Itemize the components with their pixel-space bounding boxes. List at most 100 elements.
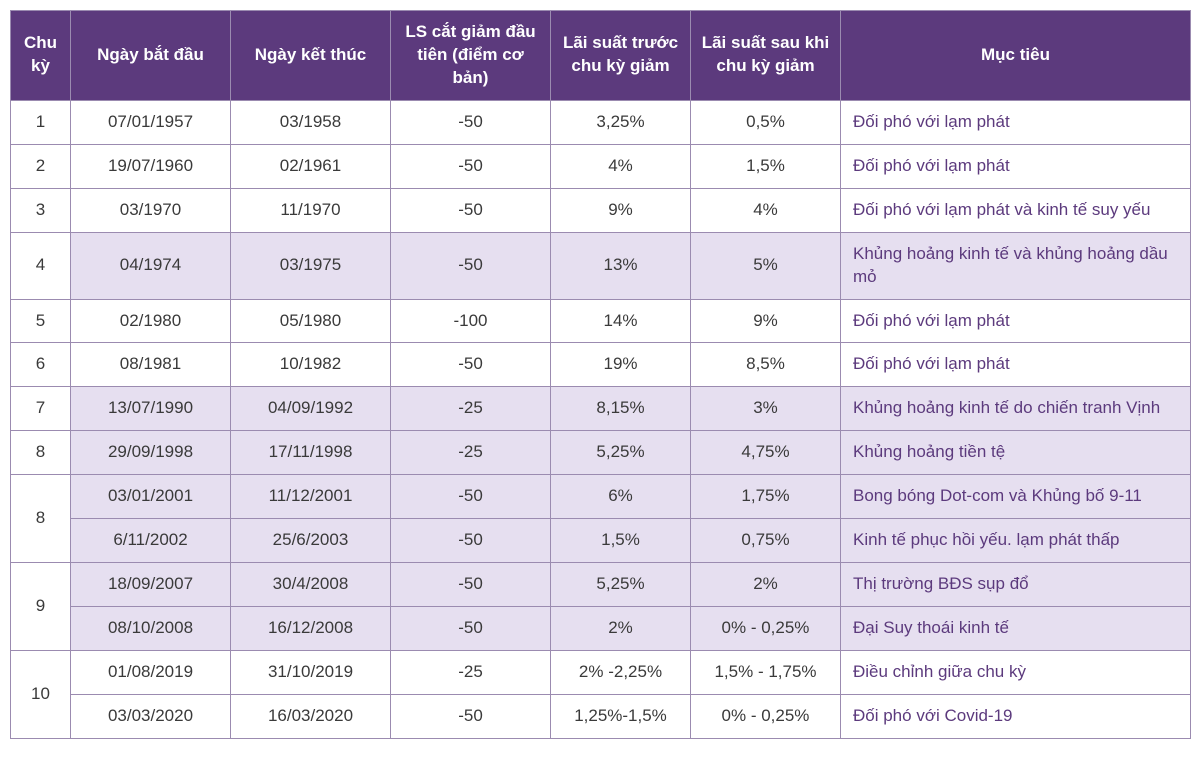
table-row: 03/03/202016/03/2020-501,25%-1,5%0% - 0,… xyxy=(11,694,1191,738)
cell-end: 11/12/2001 xyxy=(231,475,391,519)
cell-cut: -50 xyxy=(391,232,551,299)
cell-after: 0% - 0,25% xyxy=(691,607,841,651)
table-row: 08/10/200816/12/2008-502%0% - 0,25%Đại S… xyxy=(11,607,1191,651)
cell-end: 17/11/1998 xyxy=(231,431,391,475)
cell-goal: Đối phó với lạm phát xyxy=(841,144,1191,188)
cell-end: 31/10/2019 xyxy=(231,651,391,695)
cell-cut: -50 xyxy=(391,563,551,607)
cell-cut: -25 xyxy=(391,387,551,431)
cell-before: 1,25%-1,5% xyxy=(551,694,691,738)
cell-cut: -50 xyxy=(391,343,551,387)
cell-cut: -50 xyxy=(391,100,551,144)
cell-cycle: 3 xyxy=(11,188,71,232)
cell-before: 9% xyxy=(551,188,691,232)
cell-after: 8,5% xyxy=(691,343,841,387)
cell-goal: Thị trường BĐS sụp đổ xyxy=(841,563,1191,607)
cell-before: 14% xyxy=(551,299,691,343)
cell-before: 13% xyxy=(551,232,691,299)
cell-cycle: 6 xyxy=(11,343,71,387)
table-row: 608/198110/1982-5019%8,5%Đối phó với lạm… xyxy=(11,343,1191,387)
col-header-1: Ngày bắt đầu xyxy=(71,11,231,101)
table-row: 404/197403/1975-5013%5%Khủng hoảng kinh … xyxy=(11,232,1191,299)
col-header-4: Lãi suất trước chu kỳ giảm xyxy=(551,11,691,101)
cell-before: 3,25% xyxy=(551,100,691,144)
cell-cut: -50 xyxy=(391,607,551,651)
cell-goal: Đối phó với lạm phát xyxy=(841,343,1191,387)
cell-goal: Đối phó với lạm phát xyxy=(841,299,1191,343)
cell-goal: Đại Suy thoái kinh tế xyxy=(841,607,1191,651)
cell-end: 25/6/2003 xyxy=(231,519,391,563)
cell-start: 13/07/1990 xyxy=(71,387,231,431)
cell-end: 16/03/2020 xyxy=(231,694,391,738)
cell-cycle: 1 xyxy=(11,100,71,144)
cell-before: 6% xyxy=(551,475,691,519)
cell-start: 6/11/2002 xyxy=(71,519,231,563)
cell-before: 2% -2,25% xyxy=(551,651,691,695)
col-header-6: Mục tiêu xyxy=(841,11,1191,101)
cell-cut: -50 xyxy=(391,144,551,188)
cell-end: 30/4/2008 xyxy=(231,563,391,607)
table-body: 107/01/195703/1958-503,25%0,5%Đối phó vớ… xyxy=(11,100,1191,738)
cell-before: 1,5% xyxy=(551,519,691,563)
cell-end: 02/1961 xyxy=(231,144,391,188)
cell-cut: -50 xyxy=(391,519,551,563)
cell-start: 07/01/1957 xyxy=(71,100,231,144)
table-head: Chu kỳNgày bắt đầuNgày kết thúcLS cắt gi… xyxy=(11,11,1191,101)
cell-before: 4% xyxy=(551,144,691,188)
rate-cycles-table: Chu kỳNgày bắt đầuNgày kết thúcLS cắt gi… xyxy=(10,10,1191,739)
cell-end: 11/1970 xyxy=(231,188,391,232)
cell-end: 03/1958 xyxy=(231,100,391,144)
cell-before: 2% xyxy=(551,607,691,651)
cell-goal: Bong bóng Dot-com và Khủng bố 9-11 xyxy=(841,475,1191,519)
col-header-0: Chu kỳ xyxy=(11,11,71,101)
cell-cycle: 8 xyxy=(11,475,71,563)
cell-after: 2% xyxy=(691,563,841,607)
cell-before: 8,15% xyxy=(551,387,691,431)
cell-start: 04/1974 xyxy=(71,232,231,299)
table-row: 6/11/200225/6/2003-501,5%0,75%Kinh tế ph… xyxy=(11,519,1191,563)
cell-after: 1,75% xyxy=(691,475,841,519)
cell-start: 08/1981 xyxy=(71,343,231,387)
cell-before: 19% xyxy=(551,343,691,387)
cell-goal: Đối phó với Covid-19 xyxy=(841,694,1191,738)
cell-end: 05/1980 xyxy=(231,299,391,343)
cell-end: 10/1982 xyxy=(231,343,391,387)
cell-end: 03/1975 xyxy=(231,232,391,299)
cell-after: 0,5% xyxy=(691,100,841,144)
cell-start: 02/1980 xyxy=(71,299,231,343)
cell-cut: -25 xyxy=(391,651,551,695)
cell-cut: -50 xyxy=(391,694,551,738)
cell-start: 18/09/2007 xyxy=(71,563,231,607)
cell-cycle: 10 xyxy=(11,651,71,739)
cell-cut: -50 xyxy=(391,188,551,232)
cell-cycle: 9 xyxy=(11,563,71,651)
cell-start: 08/10/2008 xyxy=(71,607,231,651)
cell-goal: Khủng hoảng kinh tế và khủng hoảng dầu m… xyxy=(841,232,1191,299)
table-row: 107/01/195703/1958-503,25%0,5%Đối phó vớ… xyxy=(11,100,1191,144)
cell-before: 5,25% xyxy=(551,563,691,607)
table-row: 918/09/200730/4/2008-505,25%2%Thị trường… xyxy=(11,563,1191,607)
table-row: 1001/08/201931/10/2019-252% -2,25%1,5% -… xyxy=(11,651,1191,695)
cell-cut: -100 xyxy=(391,299,551,343)
cell-goal: Điều chỉnh giữa chu kỳ xyxy=(841,651,1191,695)
col-header-3: LS cắt giảm đầu tiên (điểm cơ bản) xyxy=(391,11,551,101)
cell-start: 03/03/2020 xyxy=(71,694,231,738)
header-row: Chu kỳNgày bắt đầuNgày kết thúcLS cắt gi… xyxy=(11,11,1191,101)
cell-start: 29/09/1998 xyxy=(71,431,231,475)
cell-after: 4,75% xyxy=(691,431,841,475)
cell-cut: -50 xyxy=(391,475,551,519)
table-row: 219/07/196002/1961-504%1,5%Đối phó với l… xyxy=(11,144,1191,188)
cell-after: 5% xyxy=(691,232,841,299)
cell-goal: Khủng hoảng kinh tế do chiến tranh Vịnh xyxy=(841,387,1191,431)
cell-start: 19/07/1960 xyxy=(71,144,231,188)
cell-start: 03/1970 xyxy=(71,188,231,232)
cell-cycle: 7 xyxy=(11,387,71,431)
cell-after: 0,75% xyxy=(691,519,841,563)
cell-start: 03/01/2001 xyxy=(71,475,231,519)
table-row: 829/09/199817/11/1998-255,25%4,75%Khủng … xyxy=(11,431,1191,475)
cell-goal: Khủng hoảng tiền tệ xyxy=(841,431,1191,475)
cell-after: 1,5% - 1,75% xyxy=(691,651,841,695)
cell-goal: Đối phó với lạm phát và kinh tế suy yếu xyxy=(841,188,1191,232)
cell-cut: -25 xyxy=(391,431,551,475)
col-header-2: Ngày kết thúc xyxy=(231,11,391,101)
